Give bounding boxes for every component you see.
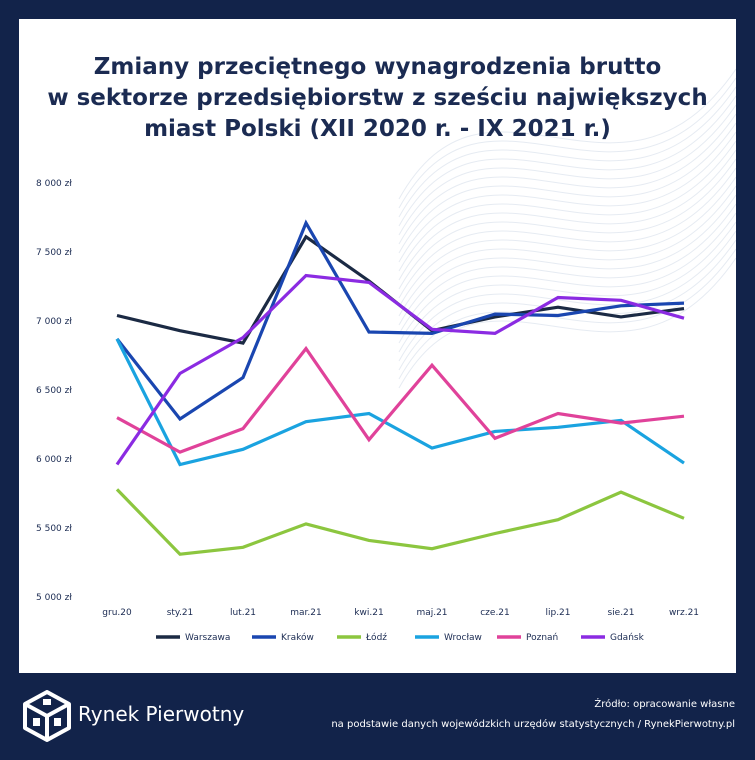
legend-label: Kraków [281, 632, 314, 643]
background-wave-line [398, 140, 736, 272]
background-wave-line [398, 95, 736, 227]
y-tick-label: 6 500 zł [36, 386, 72, 396]
x-tick-label: kwi.21 [354, 608, 383, 618]
background-wave-line [398, 212, 736, 344]
background-waves [398, 68, 736, 389]
background-wave-line [398, 221, 736, 353]
chart-title-line-2: w sektorze przedsiębiorstw z sześciu naj… [47, 85, 708, 111]
y-tick-label: 7 000 zł [36, 317, 72, 327]
legend-label: Gdańsk [610, 633, 645, 643]
source-line-1: Źródło: opracowanie własne [594, 699, 735, 710]
background-wave-line [398, 257, 736, 389]
background-wave-line [398, 194, 736, 326]
legend-label: Wrocław [444, 633, 482, 643]
background-wave-line [398, 113, 736, 245]
x-tick-label: wrz.21 [669, 608, 699, 618]
background-wave-line [398, 230, 736, 362]
background-wave-line [398, 122, 736, 254]
y-tick-label: 5 500 zł [36, 524, 72, 534]
x-tick-label: cze.21 [480, 608, 510, 618]
series-line-poznań [116, 345, 685, 454]
y-tick-label: 5 000 zł [36, 593, 72, 603]
background-wave-line [398, 158, 736, 290]
x-tick-label: sie.21 [607, 608, 634, 618]
background-wave-line [398, 185, 736, 317]
series-line-łódź [115, 488, 685, 556]
background-wave-line [398, 176, 736, 308]
x-tick-label: mar.21 [290, 608, 321, 618]
series-line-wrocław [115, 338, 685, 467]
background-wave-line [398, 68, 736, 200]
series-line-gdańsk [115, 273, 685, 466]
legend-label: Warszawa [185, 633, 230, 643]
line-chart: 5 000 zł 5 500 zł 6 000 zł 6 500 zł 7 000 zł… [36, 179, 699, 643]
rynek-pierwotny-logo-icon [23, 690, 71, 742]
background-wave-line [398, 149, 736, 281]
y-tick-label: 6 000 zł [36, 455, 72, 465]
y-tick-label: 8 000 zł [36, 179, 72, 189]
background-wave-line [398, 86, 736, 218]
source-line-2: na podstawie danych wojewódzkich urzędów… [331, 719, 735, 730]
background-wave-line [398, 77, 736, 209]
x-tick-label: maj.21 [416, 608, 447, 618]
brand-name: Rynek Pierwotny [78, 702, 245, 726]
chart-title-line-1: Zmiany przeciętnego wynagrodzenia brutto [93, 54, 662, 80]
chart-card: Zmiany przeciętnego wynagrodzenia brutto… [19, 19, 736, 673]
x-tick-label: lut.21 [230, 608, 256, 618]
background-wave-line [398, 203, 736, 335]
chart-title-line-3: miast Polski (XII 2020 r. - IX 2021 r.) [144, 116, 611, 142]
y-tick-label: 7 500 zł [36, 248, 72, 258]
series-line-kraków [115, 219, 685, 422]
x-tick-label: sty.21 [167, 608, 194, 618]
legend-label: Łódź [365, 632, 387, 643]
background-wave-line [398, 104, 736, 236]
chart-title: Zmiany przeciętnego wynagrodzenia brutto… [19, 52, 736, 145]
series-line-warszawa [116, 234, 685, 345]
x-tick-label: gru.20 [102, 608, 132, 618]
x-tick-label: lip.21 [545, 608, 570, 618]
background-wave-line [398, 167, 736, 299]
legend-label: Poznań [526, 633, 558, 643]
background-wave-line [398, 131, 736, 263]
